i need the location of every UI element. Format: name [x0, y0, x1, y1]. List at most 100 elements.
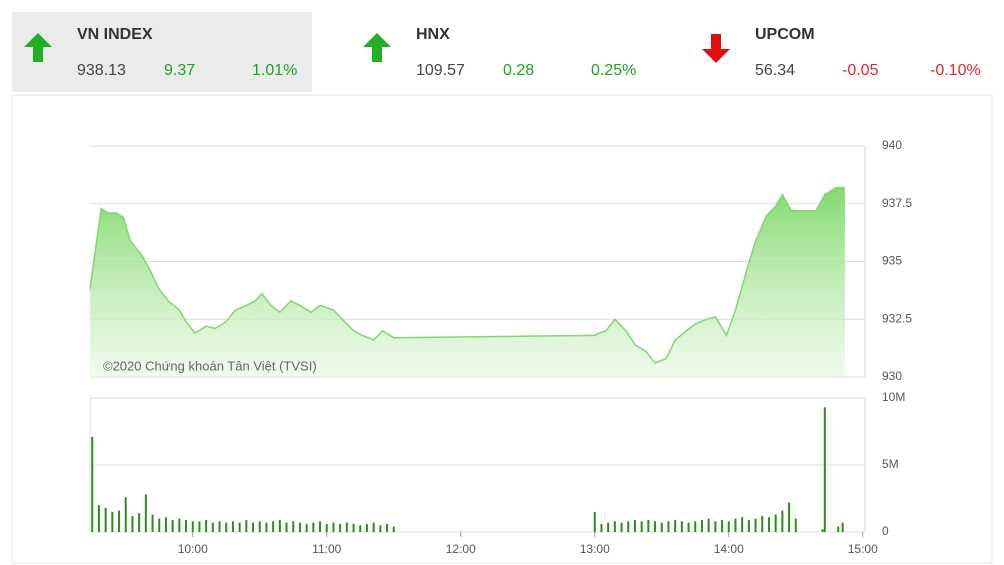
volume-bar — [272, 521, 275, 532]
y-tick-label: 0 — [882, 524, 889, 538]
volume-bar — [620, 522, 623, 532]
volume-bar — [131, 515, 134, 532]
index-change-pct: 0.25% — [591, 62, 636, 79]
index-value: 56.34 — [755, 62, 795, 79]
volume-bar — [278, 519, 281, 532]
volume-bar — [258, 521, 261, 532]
volume-bar — [841, 522, 844, 532]
direction-arrow — [24, 33, 52, 62]
volume-bar — [225, 522, 228, 532]
volume-bar — [118, 510, 121, 532]
volume-bar — [714, 521, 717, 532]
volume-bar — [721, 519, 724, 532]
volume-bar — [667, 521, 670, 532]
volume-bar — [747, 519, 750, 532]
volume-bar — [359, 525, 362, 532]
volume-bar — [821, 529, 824, 532]
index-change-pct: 1.01% — [252, 62, 297, 79]
volume-bar — [837, 526, 840, 532]
index-change-pct: -0.10% — [930, 62, 981, 79]
volume-bar — [171, 519, 174, 532]
volume-bar — [124, 497, 127, 532]
index-name: UPCOM — [755, 26, 815, 43]
volume-bar — [265, 522, 268, 532]
volume-bar — [285, 522, 288, 532]
price-line — [89, 186, 845, 365]
volume-bar — [660, 522, 663, 532]
volume-bar — [613, 521, 616, 532]
index-change: 9.37 — [164, 62, 195, 79]
index-value: 938.13 — [77, 62, 126, 79]
volume-bar — [707, 518, 710, 532]
volume-bar — [185, 519, 188, 532]
volume-bar — [593, 511, 596, 532]
x-tick-label: 11:00 — [312, 542, 341, 556]
index-change: 0.28 — [503, 62, 534, 79]
volume-bar — [218, 521, 221, 532]
index-name: VN INDEX — [77, 26, 153, 43]
volume-bar — [245, 519, 248, 532]
x-tick-label: 12:00 — [446, 542, 476, 556]
volume-bar — [252, 522, 255, 532]
volume-bar — [761, 515, 764, 532]
volume-bar — [794, 518, 797, 532]
volume-bar — [164, 517, 167, 532]
x-tick-label: 15:00 — [848, 542, 878, 556]
volume-bar — [138, 513, 141, 532]
volume-bar — [205, 519, 208, 532]
volume-bar — [339, 523, 342, 532]
volume-bar — [325, 523, 328, 532]
y-tick-label: 937.5 — [882, 196, 912, 210]
index-name: HNX — [416, 26, 450, 43]
selected-box — [12, 12, 312, 92]
volume-bar — [386, 523, 389, 532]
volume-bar — [680, 521, 683, 532]
volume-bar — [191, 521, 194, 532]
volume-bar — [734, 518, 737, 532]
direction-arrow — [702, 34, 730, 63]
volume-bar — [151, 514, 154, 532]
volume-bar — [365, 523, 368, 532]
x-tick-label: 14:00 — [714, 542, 744, 556]
volume-bar — [198, 521, 201, 532]
volume-bar — [754, 518, 757, 532]
index-change: -0.05 — [842, 62, 879, 79]
volume-bar — [305, 523, 308, 532]
volume-bar — [332, 522, 335, 532]
volume-bar — [767, 517, 770, 532]
volume-bar — [647, 519, 650, 532]
volume-bar — [292, 521, 295, 532]
area-fill — [90, 187, 845, 377]
index-value: 109.57 — [416, 62, 465, 79]
volume-bar — [781, 510, 784, 532]
watermark: ©2020 Chứng khoán Tân Việt (TVSI) — [103, 358, 317, 373]
x-tick-label: 10:00 — [178, 542, 208, 556]
volume-bar — [352, 523, 355, 532]
volume-bar — [158, 518, 161, 532]
volume-bar — [741, 517, 744, 532]
volume-bar — [694, 521, 697, 532]
direction-arrow — [363, 33, 391, 62]
volume-bar — [823, 407, 826, 532]
volume-bar — [640, 521, 643, 532]
volume-bar — [231, 521, 234, 532]
volume-bar — [774, 514, 777, 532]
volume-bar — [627, 521, 630, 532]
volume-bar — [238, 522, 241, 532]
volume-bar — [144, 494, 147, 532]
volume-bar — [727, 521, 730, 532]
volume-bar — [345, 522, 348, 532]
y-tick-label: 930 — [882, 369, 902, 383]
volume-bar — [607, 522, 610, 532]
volume-bar — [700, 519, 703, 532]
volume-bar — [211, 522, 214, 532]
volume-bar — [319, 521, 322, 532]
y-tick-label: 935 — [882, 254, 902, 268]
volume-bar — [298, 522, 301, 532]
x-tick-label: 13:00 — [580, 542, 610, 556]
y-tick-label: 10M — [882, 390, 905, 404]
y-tick-label: 5M — [882, 457, 899, 471]
volume-bar — [178, 518, 181, 532]
y-tick-label: 932.5 — [882, 311, 912, 325]
